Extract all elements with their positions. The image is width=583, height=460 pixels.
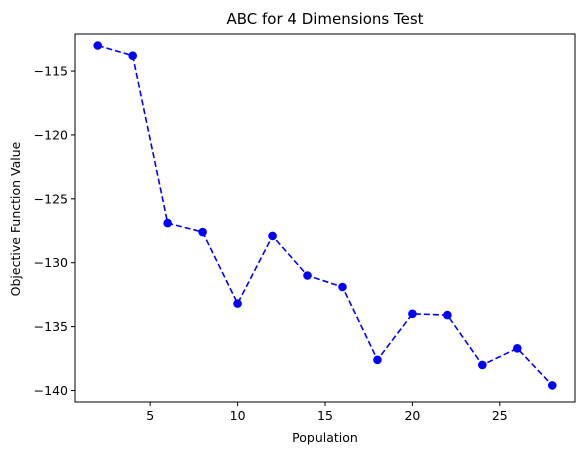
y-tick-label: −140 [34, 383, 68, 398]
data-point [478, 360, 487, 370]
y-axis: −115 −120 −125 −130 −135 −140 [34, 64, 75, 398]
data-point [408, 309, 417, 319]
data-point [198, 227, 207, 237]
series-line [97, 44, 553, 386]
data-point [303, 271, 312, 280]
x-axis-label: Population [292, 430, 358, 445]
data-point [163, 218, 172, 228]
y-tick-label: −115 [34, 64, 68, 79]
y-tick-label: −130 [34, 255, 68, 270]
data-point [443, 310, 452, 320]
x-tick-label: 20 [404, 408, 420, 423]
data-point [513, 344, 522, 353]
series-layer [93, 41, 557, 390]
y-axis-label: Objective Function Value [8, 141, 23, 296]
y-tick-label: −135 [34, 319, 68, 334]
data-point [373, 355, 382, 365]
chart-title: ABC for 4 Dimensions Test [226, 10, 423, 28]
data-point [128, 51, 137, 61]
x-tick-label: 15 [317, 408, 333, 423]
data-point [93, 41, 103, 50]
plot-area [74, 33, 576, 403]
plot-frame [74, 33, 576, 403]
y-tick-label: −125 [34, 191, 68, 206]
y-tick-label: −120 [34, 127, 68, 142]
x-tick-label: 10 [230, 408, 246, 423]
data-point [233, 299, 242, 308]
data-point [268, 231, 277, 241]
x-axis: 5 10 15 20 25 [146, 402, 508, 423]
data-point [338, 282, 347, 292]
data-point [547, 381, 557, 390]
x-tick-label: 25 [492, 408, 508, 423]
x-tick-label: 5 [146, 408, 154, 423]
